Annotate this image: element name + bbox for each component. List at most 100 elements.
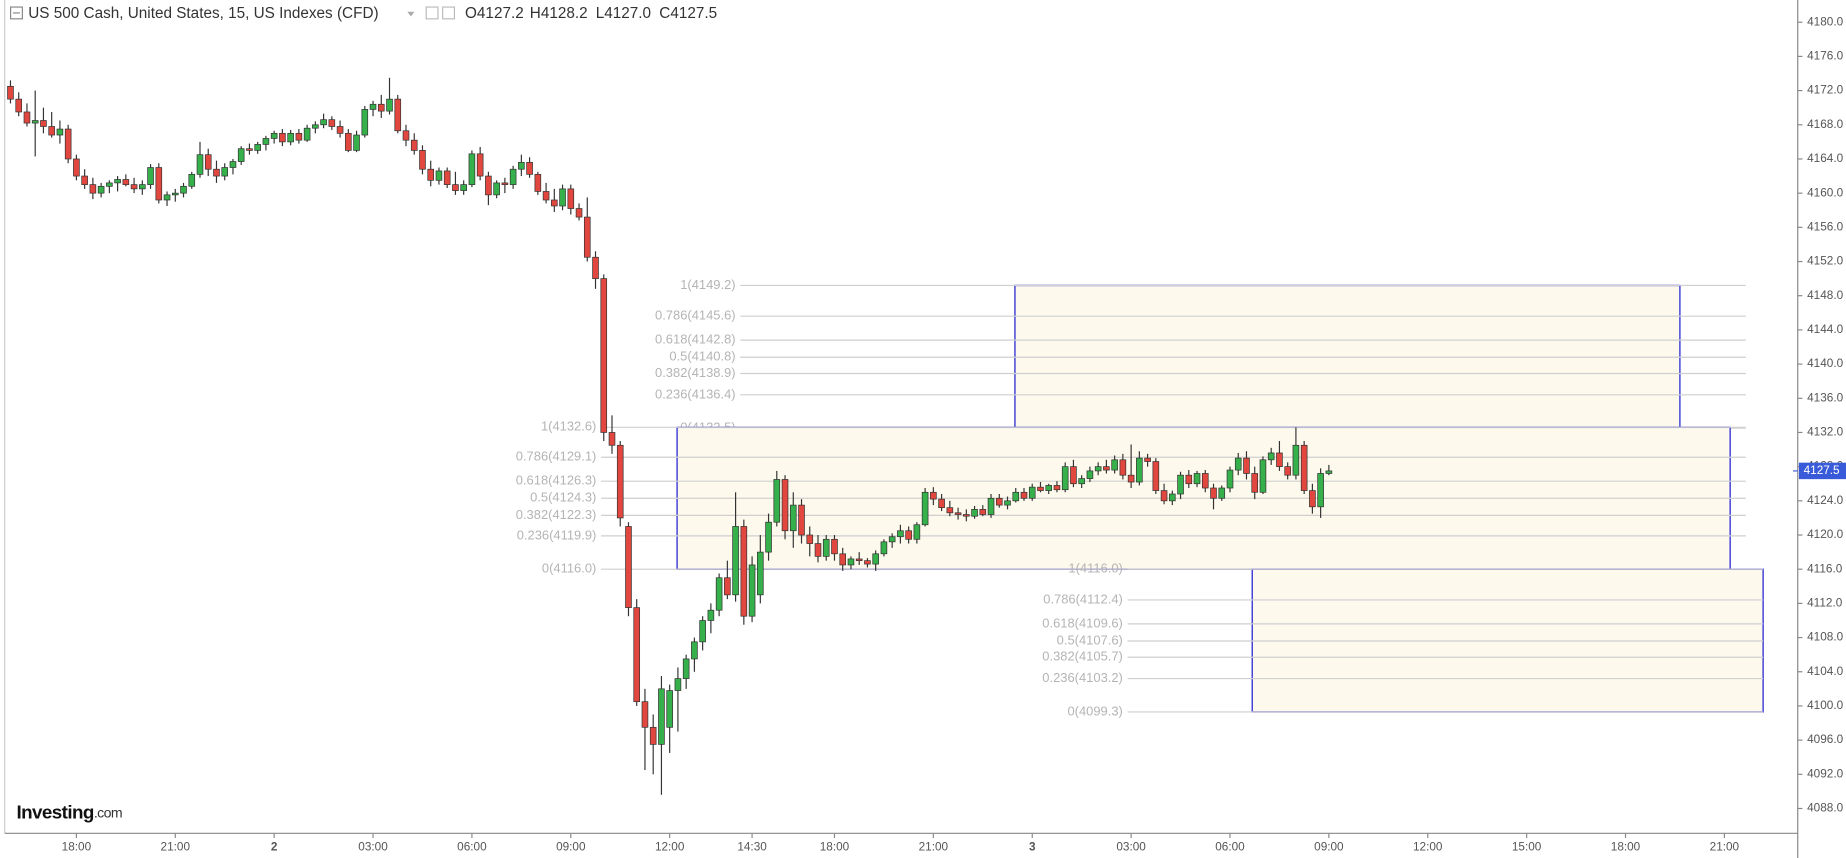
candle-body bbox=[518, 162, 525, 170]
candle-body bbox=[987, 497, 995, 515]
fib-level-label: 0(4099.3) bbox=[1067, 703, 1122, 718]
candle-body bbox=[1144, 457, 1151, 462]
candle-body bbox=[583, 216, 591, 258]
candle-body bbox=[740, 526, 748, 617]
candle-body bbox=[221, 167, 229, 177]
candle-body bbox=[1037, 486, 1044, 491]
y-tick-label: 4164.0 bbox=[1807, 152, 1843, 165]
candle-body bbox=[864, 560, 871, 565]
x-tick-label: 09:00 bbox=[1314, 841, 1344, 854]
candle-body bbox=[114, 179, 121, 184]
candle-body bbox=[452, 184, 459, 191]
x-tick-label: 14:30 bbox=[737, 841, 767, 854]
candle-body bbox=[724, 577, 731, 596]
candle-body bbox=[7, 85, 14, 100]
candle-body bbox=[1210, 487, 1217, 499]
candle-body bbox=[608, 432, 616, 446]
hide-icon[interactable] bbox=[442, 6, 456, 20]
candle-body bbox=[1094, 466, 1102, 472]
candle-body bbox=[147, 167, 154, 185]
fib-layer: 1(4149.2) 0.786(4145.6) 0.618(4142.8) 0.5(4… bbox=[516, 277, 1764, 718]
candle-body bbox=[732, 526, 739, 596]
y-tick-label: 4176.0 bbox=[1807, 50, 1843, 63]
candle-body bbox=[443, 170, 451, 185]
candle-body bbox=[196, 154, 204, 175]
fib-level-label: 0(4116.0) bbox=[542, 561, 596, 576]
candle-body bbox=[773, 479, 781, 523]
x-tick-label: 18:00 bbox=[820, 841, 850, 854]
candle-body bbox=[1300, 444, 1308, 491]
x-tick-label: 3 bbox=[1029, 841, 1036, 854]
y-tick-label: 4116.0 bbox=[1807, 562, 1843, 575]
candle-body bbox=[1292, 444, 1300, 476]
candle-body bbox=[1045, 485, 1053, 491]
candle-body bbox=[270, 132, 278, 139]
candle-body bbox=[913, 524, 921, 540]
candle-body bbox=[89, 184, 97, 194]
candle-body bbox=[1127, 474, 1135, 483]
candle-body bbox=[1103, 466, 1110, 471]
y-tick-label: 4152.0 bbox=[1807, 255, 1843, 268]
y-tick-label: 4172.0 bbox=[1807, 84, 1843, 97]
candle-body bbox=[855, 558, 863, 562]
candle-body bbox=[64, 128, 72, 160]
candle-body bbox=[938, 498, 945, 509]
last-price-label: 4127.5 bbox=[1804, 464, 1840, 477]
y-tick-label: 4180.0 bbox=[1807, 15, 1843, 28]
candle-body bbox=[1251, 473, 1259, 493]
fib-level-label: 0.618(4142.8) bbox=[655, 332, 736, 347]
candle-body bbox=[163, 194, 171, 201]
candle-body bbox=[625, 526, 632, 609]
candle-body bbox=[831, 538, 838, 555]
y-tick-label: 4108.0 bbox=[1807, 631, 1843, 644]
candle-body bbox=[106, 182, 113, 187]
fib-level-label: 0.382(4105.7) bbox=[1042, 649, 1123, 664]
candle-body bbox=[1177, 474, 1184, 495]
fib-level-label: 0.618(4109.6) bbox=[1042, 615, 1123, 630]
candle-body bbox=[1028, 486, 1036, 499]
candle-body bbox=[353, 134, 360, 151]
candle-body bbox=[402, 130, 410, 141]
settings-icon[interactable] bbox=[425, 6, 439, 20]
x-tick-label: 2 bbox=[271, 841, 278, 854]
candle-body bbox=[542, 191, 550, 201]
y-tick-label: 4088.0 bbox=[1807, 802, 1843, 815]
candle-body bbox=[1325, 470, 1333, 474]
chart-title: US 500 Cash, United States, 15, US Index… bbox=[28, 5, 378, 22]
candle-body bbox=[1317, 473, 1324, 508]
candle-body bbox=[435, 170, 443, 181]
candle-body bbox=[682, 658, 690, 679]
candle-body bbox=[748, 564, 756, 617]
fib-level-label: 0.786(4129.1) bbox=[516, 449, 597, 464]
candle-body bbox=[888, 536, 896, 543]
candle-body bbox=[1136, 457, 1143, 483]
candle-body bbox=[509, 168, 517, 185]
candle-body bbox=[410, 139, 418, 151]
candle-body bbox=[1111, 459, 1118, 471]
fib-level-label: 0.382(4138.9) bbox=[655, 365, 736, 380]
candle-body bbox=[237, 148, 245, 162]
candle-body bbox=[1259, 459, 1267, 493]
candle-body bbox=[707, 609, 715, 621]
y-tick-label: 4104.0 bbox=[1807, 665, 1843, 678]
candle-body bbox=[394, 98, 402, 132]
y-tick-label: 4136.0 bbox=[1807, 391, 1843, 404]
candle-body bbox=[171, 192, 179, 196]
collapse-icon[interactable] bbox=[10, 6, 23, 20]
logo: Investing.com bbox=[16, 801, 122, 822]
candle-body bbox=[995, 497, 1003, 506]
candle-body bbox=[798, 504, 805, 536]
dropdown-arrow[interactable] bbox=[407, 11, 415, 17]
candle-body bbox=[534, 173, 542, 192]
candle-body bbox=[328, 119, 336, 127]
candle-body bbox=[303, 127, 311, 141]
candle-body bbox=[139, 184, 146, 190]
y-tick-label: 4096.0 bbox=[1807, 733, 1843, 746]
y-tick-label: 4140.0 bbox=[1807, 357, 1843, 370]
candle-body bbox=[1218, 487, 1226, 499]
candle-body bbox=[559, 188, 566, 207]
fib-level-label: 0.786(4145.6) bbox=[655, 308, 736, 323]
candle-body bbox=[48, 126, 55, 136]
fib-level-label: 1(4116.0) bbox=[1068, 561, 1122, 576]
